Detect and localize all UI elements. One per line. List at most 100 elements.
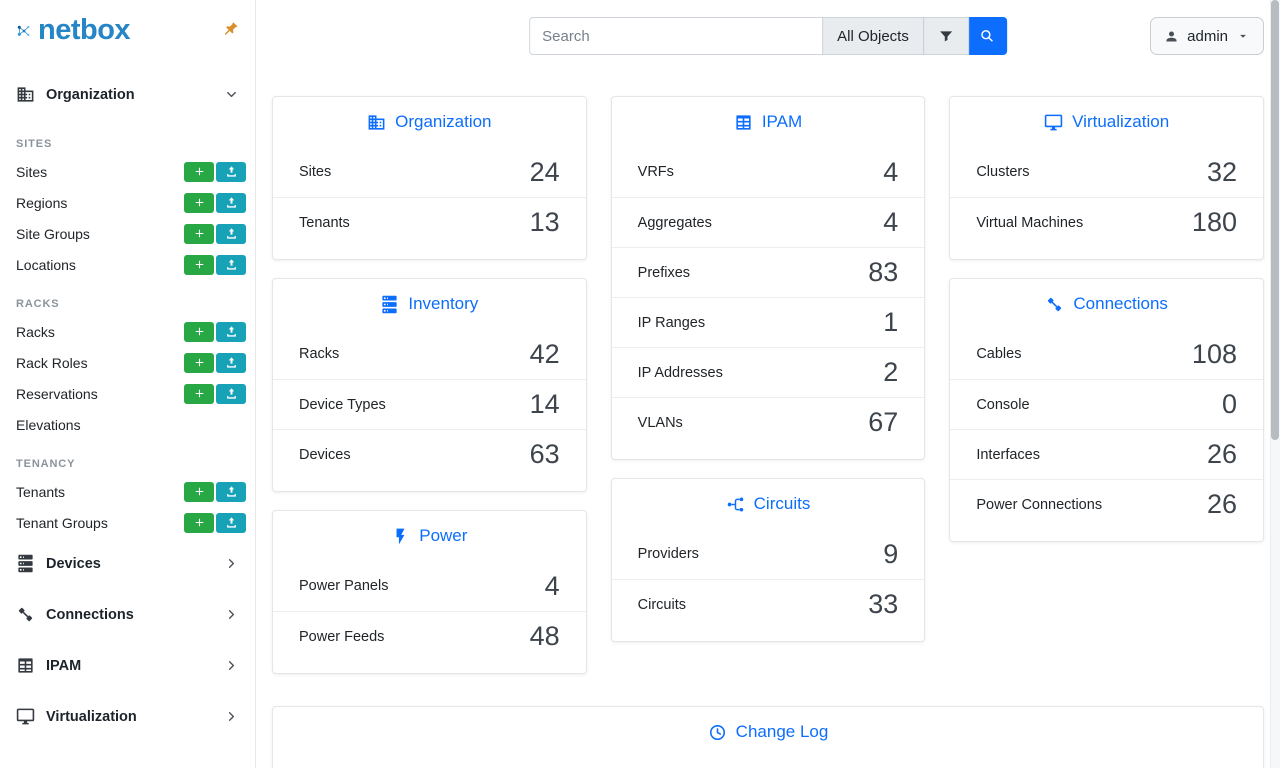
add-tenant-groups-button[interactable] <box>184 512 214 533</box>
stat-row-clusters[interactable]: Clusters 32 <box>950 147 1263 197</box>
card-title[interactable]: Organization <box>273 97 586 147</box>
import-tenants-button[interactable] <box>216 481 246 502</box>
scrollbar-thumb[interactable] <box>1271 0 1279 440</box>
stat-row-vlans[interactable]: VLANs 67 <box>611 397 925 447</box>
sidebar-link-regions[interactable]: Regions <box>0 187 255 218</box>
sidebar-link-elevations[interactable]: Elevations <box>0 409 255 440</box>
stat-row-interfaces[interactable]: Interfaces 26 <box>950 429 1263 479</box>
add-tenants-button[interactable] <box>184 481 214 502</box>
sidebar-item-label: IPAM <box>46 657 82 674</box>
user-menu-button[interactable]: admin <box>1150 17 1264 55</box>
sidebar-item-devices[interactable]: Devices <box>0 538 255 589</box>
add-regions-button[interactable] <box>184 192 214 213</box>
add-rack-roles-button[interactable] <box>184 352 214 373</box>
card-title[interactable]: Connections <box>950 279 1263 329</box>
connections-icon <box>16 605 35 624</box>
stat-label: Circuits <box>637 596 686 613</box>
organization-icon <box>367 113 386 132</box>
add-reservations-button[interactable] <box>184 383 214 404</box>
sidebar-link-reservations[interactable]: Reservations <box>0 378 255 409</box>
stat-label: Console <box>976 396 1030 413</box>
import-site-groups-button[interactable] <box>216 223 246 244</box>
import-racks-button[interactable] <box>216 321 246 342</box>
sidebar-link-label: Reservations <box>16 385 98 402</box>
import-tenant-groups-button[interactable] <box>216 512 246 533</box>
object-type-button[interactable]: All Objects <box>822 17 923 55</box>
sidebar-link-label: Sites <box>16 163 48 180</box>
import-sites-button[interactable] <box>216 161 246 182</box>
search-group: All Objects <box>529 17 1007 55</box>
search-input[interactable] <box>529 17 823 55</box>
ipam-icon <box>16 656 35 675</box>
stat-row-prefixes[interactable]: Prefixes 83 <box>611 247 925 297</box>
add-locations-button[interactable] <box>184 254 214 275</box>
sidebar-item-connections[interactable]: Connections <box>0 589 255 640</box>
stat-row-ip-addresses[interactable]: IP Addresses 2 <box>611 347 925 397</box>
stat-row-ip-ranges[interactable]: IP Ranges 1 <box>611 297 925 347</box>
stat-value: 42 <box>529 338 560 369</box>
changelog-icon <box>708 723 727 742</box>
card-inventory: Inventory Racks 42 Device Types 14 Devices 63 <box>272 278 587 492</box>
card-title[interactable]: Circuits <box>612 479 925 529</box>
sidebar-link-locations[interactable]: Locations <box>0 249 255 280</box>
import-regions-button[interactable] <box>216 192 246 213</box>
stat-row-vrfs[interactable]: VRFs 4 <box>612 147 925 197</box>
stat-row-aggregates[interactable]: Aggregates 4 <box>611 197 925 247</box>
page-scrollbar[interactable] <box>1270 0 1280 768</box>
stat-row-power-connections[interactable]: Power Connections 26 <box>950 479 1263 529</box>
sidebar-link-tenant-groups[interactable]: Tenant Groups <box>0 507 255 538</box>
sidebar-item-virtualization[interactable]: Virtualization <box>0 691 255 742</box>
stat-value: 14 <box>529 389 560 419</box>
sidebar: netbox Organization SITES Sites Regions Site… <box>0 0 256 768</box>
card-title[interactable]: Inventory <box>273 279 586 329</box>
add-sites-button[interactable] <box>184 161 214 182</box>
plus-icon <box>193 485 206 498</box>
stat-value: 32 <box>1206 156 1237 187</box>
sidebar-item-organization[interactable]: Organization <box>0 69 255 120</box>
netbox-logo[interactable]: netbox <box>16 16 131 45</box>
card-title[interactable]: Power <box>273 511 586 561</box>
stat-row-circuits[interactable]: Circuits 33 <box>611 579 925 629</box>
import-locations-button[interactable] <box>216 254 246 275</box>
stat-row-devices[interactable]: Devices 63 <box>273 429 586 479</box>
card-virtualization: Virtualization Clusters 32 Virtual Machines… <box>949 96 1264 260</box>
quick-actions <box>184 321 246 342</box>
sidebar-link-rack-roles[interactable]: Rack Roles <box>0 347 255 378</box>
stat-row-device-types[interactable]: Device Types 14 <box>273 379 586 429</box>
sidebar-link-sites[interactable]: Sites <box>0 156 255 187</box>
stat-value: 2 <box>883 357 899 387</box>
stat-row-providers[interactable]: Providers 9 <box>612 529 925 579</box>
add-racks-button[interactable] <box>184 321 214 342</box>
import-reservations-button[interactable] <box>216 383 246 404</box>
card-power: Power Power Panels 4 Power Feeds 48 <box>272 510 587 674</box>
card-title-text: IPAM <box>761 112 803 131</box>
sidebar-header: netbox <box>0 0 255 69</box>
stat-row-sites[interactable]: Sites 24 <box>273 147 586 197</box>
stat-value: 0 <box>1221 389 1237 419</box>
sidebar-pin-button[interactable] <box>220 19 241 43</box>
stat-row-tenants[interactable]: Tenants 13 <box>273 197 586 247</box>
quick-actions <box>184 161 246 182</box>
stat-row-power-feeds[interactable]: Power Feeds 48 <box>273 611 586 661</box>
stat-row-power-panels[interactable]: Power Panels 4 <box>273 561 586 611</box>
stat-row-virtual-machines[interactable]: Virtual Machines 180 <box>950 197 1263 247</box>
sidebar-link-label: Racks <box>16 323 55 340</box>
stat-row-console[interactable]: Console 0 <box>950 379 1263 429</box>
sidebar-link-racks[interactable]: Racks <box>0 316 255 347</box>
card-title[interactable]: IPAM <box>612 97 925 147</box>
import-rack-roles-button[interactable] <box>216 352 246 373</box>
add-site-groups-button[interactable] <box>184 223 214 244</box>
stat-value: 4 <box>544 570 560 601</box>
sidebar-link-site-groups[interactable]: Site Groups <box>0 218 255 249</box>
filter-button[interactable] <box>922 17 969 55</box>
stat-row-cables[interactable]: Cables 108 <box>950 329 1263 379</box>
stat-row-racks[interactable]: Racks 42 <box>273 329 586 379</box>
stat-label: Interfaces <box>976 446 1040 463</box>
card-title[interactable]: Change Log <box>273 707 1263 757</box>
sidebar-link-label: Rack Roles <box>16 354 88 371</box>
search-icon <box>979 28 996 45</box>
search-submit-button[interactable] <box>968 17 1007 55</box>
card-title[interactable]: Virtualization <box>950 97 1263 147</box>
sidebar-link-tenants[interactable]: Tenants <box>0 476 255 507</box>
sidebar-item-ipam[interactable]: IPAM <box>0 640 255 691</box>
